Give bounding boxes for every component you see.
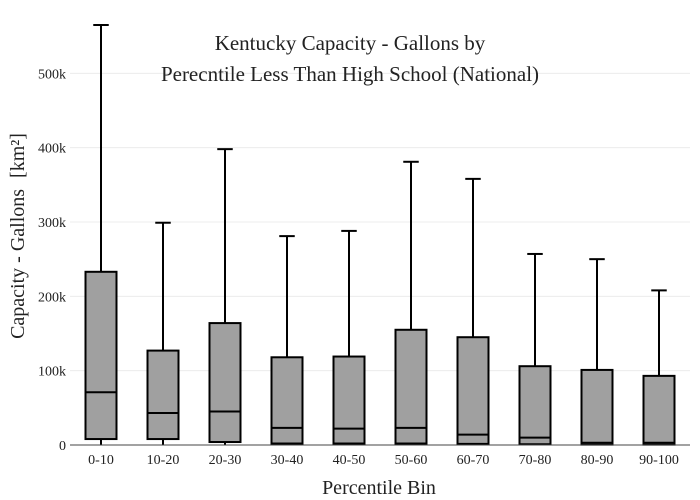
y-axis-title-group: Capacity - Gallons [km²] — [7, 133, 29, 339]
svg-text:Capacity - Gallons [km²]: Capacity - Gallons [km²] — [7, 133, 29, 339]
box-50-60 — [394, 160, 428, 445]
box-90-100 — [642, 289, 676, 446]
box-iqr — [394, 328, 428, 445]
y-tick-labels: 0 100k 200k 300k 400k 500k — [38, 67, 66, 454]
y-axis-title: Capacity - Gallons — [7, 189, 29, 339]
box-iqr — [208, 322, 242, 444]
box-iqr — [642, 374, 676, 446]
box-40-50 — [332, 229, 366, 445]
box-60-70 — [456, 177, 490, 445]
x-tick-label: 50-60 — [395, 453, 428, 468]
x-tick-label: 0-10 — [88, 453, 114, 468]
x-tick-label: 10-20 — [147, 453, 180, 468]
y-tick-label: 0 — [59, 439, 66, 454]
x-tick-label: 90-100 — [639, 453, 679, 468]
box-20-30 — [208, 148, 242, 445]
y-axis-unit: [km²] — [7, 133, 29, 178]
box-series — [84, 24, 676, 446]
y-tick-label: 200k — [38, 290, 66, 305]
box-80-90 — [580, 258, 614, 446]
box-iqr — [456, 336, 490, 445]
y-tick-label: 400k — [38, 142, 66, 157]
box-0-10 — [84, 24, 118, 445]
box-10-20 — [146, 221, 180, 445]
box-iqr — [332, 355, 366, 445]
x-tick-label: 40-50 — [333, 453, 366, 468]
x-tick-label: 80-90 — [581, 453, 614, 468]
box-iqr — [146, 349, 180, 441]
box-iqr — [270, 356, 304, 445]
x-tick-label: 20-30 — [209, 453, 242, 468]
y-tick-label: 100k — [38, 365, 66, 380]
box-iqr — [580, 368, 614, 446]
box-iqr — [84, 270, 118, 441]
x-tick-label: 70-80 — [519, 453, 552, 468]
x-axis-title: Percentile Bin — [322, 477, 436, 499]
y-tick-label: 500k — [38, 67, 66, 82]
box-70-80 — [518, 252, 552, 446]
x-tick-labels: 0-10 10-20 20-30 30-40 40-50 50-60 60-70 70-80 8… — [88, 453, 679, 468]
chart-title-line-1: Kentucky Capacity - Gallons by — [215, 31, 486, 55]
x-tick-label: 60-70 — [457, 453, 490, 468]
y-tick-label: 300k — [38, 216, 66, 231]
box-iqr — [518, 365, 552, 446]
x-tick-label: 30-40 — [271, 453, 304, 468]
box-30-40 — [270, 235, 304, 445]
chart-title-line-2: Perecntile Less Than High School (Nation… — [161, 62, 539, 86]
